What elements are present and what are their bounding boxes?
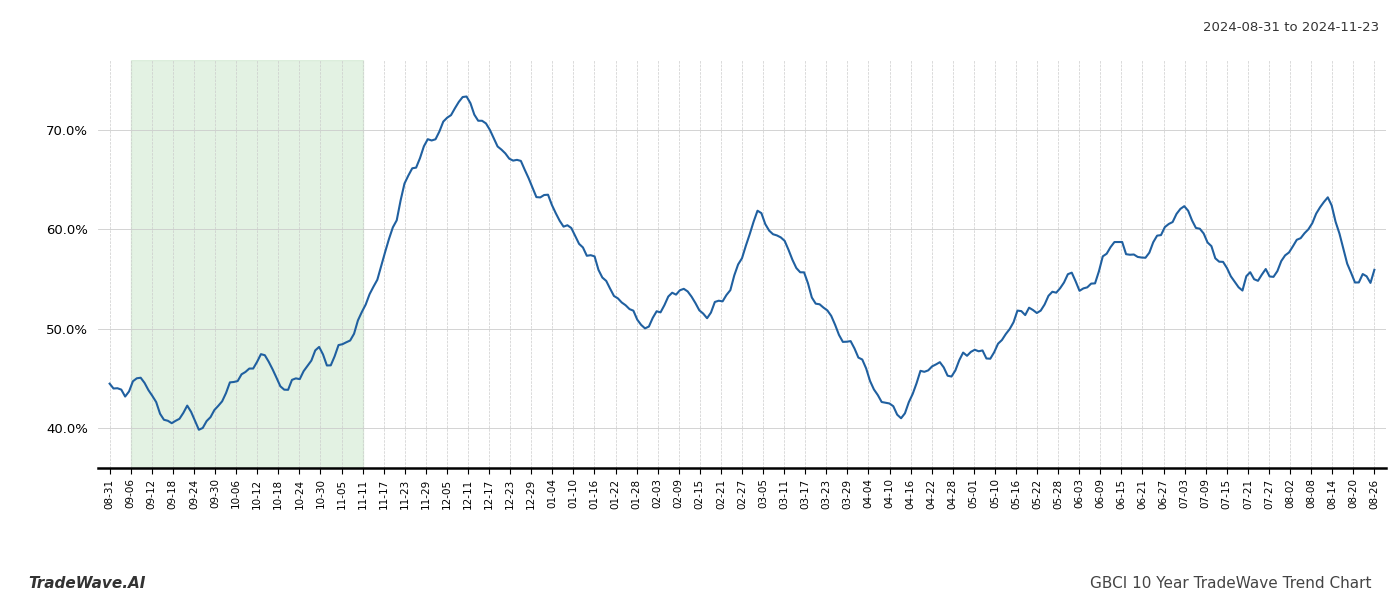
Text: 2024-08-31 to 2024-11-23: 2024-08-31 to 2024-11-23 <box>1203 21 1379 34</box>
Bar <box>130 60 363 468</box>
Text: GBCI 10 Year TradeWave Trend Chart: GBCI 10 Year TradeWave Trend Chart <box>1091 576 1372 591</box>
Text: TradeWave.AI: TradeWave.AI <box>28 576 146 591</box>
